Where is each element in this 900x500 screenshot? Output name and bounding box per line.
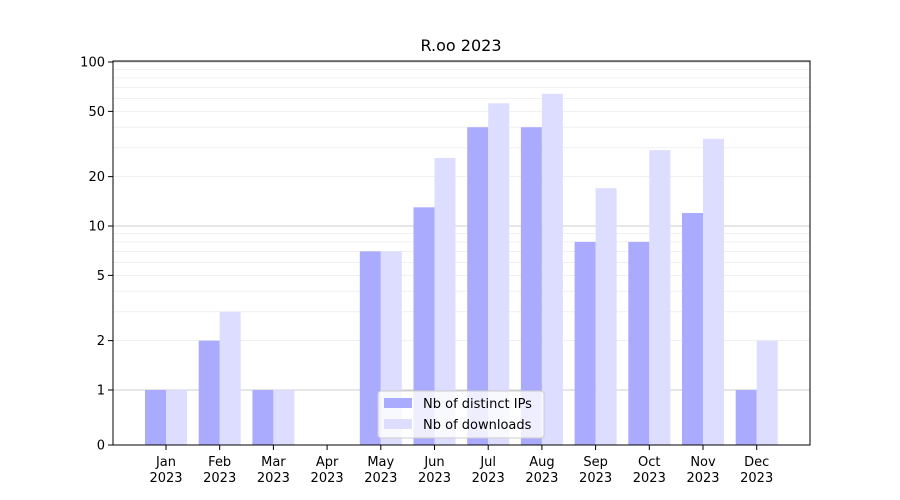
x-axis: Jan2023Feb2023Mar2023Apr2023May2023Jun20… — [149, 445, 773, 486]
bar — [488, 103, 510, 445]
bar — [467, 127, 489, 446]
bar — [735, 390, 757, 445]
bar — [628, 241, 650, 445]
bar — [219, 311, 241, 445]
x-tick-label: Apr — [316, 455, 339, 470]
bar — [166, 390, 187, 445]
x-tick-label-year: 2023 — [525, 471, 558, 486]
x-tick-label: Sep — [583, 455, 608, 470]
y-tick-label: 2 — [97, 334, 105, 349]
x-tick-label: Oct — [638, 455, 660, 470]
bar — [273, 390, 295, 445]
x-tick-label: May — [367, 455, 394, 470]
legend-label-downloads: Nb of downloads — [423, 418, 532, 433]
x-tick-label: Mar — [261, 455, 286, 470]
y-tick-label: 0 — [97, 439, 105, 454]
chart-title: R.oo 2023 — [420, 36, 501, 55]
y-tick-label: 50 — [88, 105, 105, 120]
bar — [520, 127, 542, 446]
plot-frame — [112, 60, 811, 446]
x-tick-label-year: 2023 — [418, 471, 451, 486]
grid — [113, 61, 810, 391]
x-tick-label: Jul — [479, 455, 496, 470]
legend-box — [377, 390, 545, 439]
x-tick-label: Jun — [423, 455, 444, 470]
bar — [252, 390, 274, 445]
legend-label-ips: Nb of distinct IPs — [423, 397, 532, 412]
bar — [756, 340, 778, 445]
y-tick-label: 10 — [88, 220, 105, 235]
x-tick-label: Jan — [155, 455, 176, 470]
x-tick-label-year: 2023 — [311, 471, 344, 486]
x-tick-label-year: 2023 — [686, 471, 719, 486]
bar — [198, 340, 220, 445]
bar — [703, 138, 724, 445]
bar — [574, 241, 596, 445]
bar — [413, 207, 435, 445]
x-tick-label: Dec — [744, 455, 769, 470]
x-tick-label-year: 2023 — [472, 471, 505, 486]
x-tick-label-year: 2023 — [633, 471, 666, 486]
x-tick-label-year: 2023 — [740, 471, 773, 486]
y-tick-label: 100 — [80, 56, 105, 71]
bar — [682, 213, 703, 445]
legend: Nb of distinct IPs Nb of downloads — [377, 390, 545, 439]
bars — [145, 93, 778, 446]
x-tick-label-year: 2023 — [579, 471, 612, 486]
y-axis: 0 1 2 5 10 20 50 100 — [80, 56, 113, 454]
legend-swatch-ips — [384, 398, 412, 408]
legend-swatch-downloads — [384, 419, 412, 429]
x-tick-label-year: 2023 — [364, 471, 397, 486]
bar — [145, 390, 166, 445]
bar — [649, 150, 671, 445]
y-tick-label: 1 — [97, 384, 105, 399]
bar — [359, 251, 381, 445]
bar — [595, 188, 617, 446]
bar — [541, 93, 563, 445]
x-tick-label: Feb — [208, 455, 231, 470]
y-tick-label: 20 — [88, 170, 105, 185]
x-tick-label-year: 2023 — [203, 471, 236, 486]
bar — [434, 157, 456, 445]
y-tick-label: 5 — [97, 269, 105, 284]
x-tick-label-year: 2023 — [149, 471, 182, 486]
x-tick-label-year: 2023 — [257, 471, 290, 486]
x-tick-label: Aug — [529, 455, 554, 470]
x-tick-label: Nov — [690, 455, 716, 470]
